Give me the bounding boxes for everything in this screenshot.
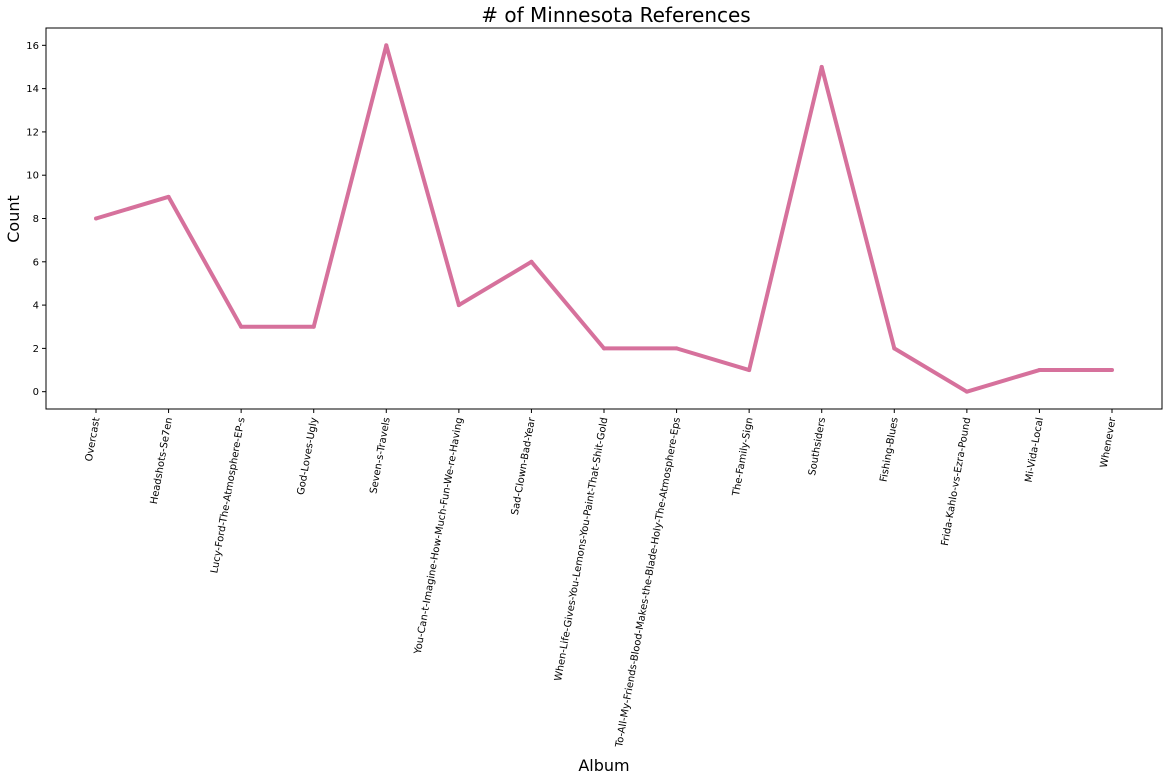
x-tick-label: Southsiders <box>807 417 828 477</box>
x-tick-label: Seven-s-Travels <box>368 417 392 495</box>
y-tick-label: 14 <box>26 84 39 95</box>
data-point <box>892 346 897 351</box>
x-tick-label: When-Life-Gives-You-Lemons-You-Paint-Tha… <box>553 417 610 682</box>
x-tick-label: The-Family-Sign <box>731 417 756 498</box>
y-tick-label: 4 <box>33 301 39 312</box>
y-tick-label: 8 <box>33 214 39 225</box>
x-tick-label: You-Can-t-Imagine-How-Much-Fun-We-re-Hav… <box>413 417 466 656</box>
x-tick-label: Headshots-Se7en <box>149 417 175 505</box>
x-axis-label: Album <box>578 756 629 775</box>
x-tick-label: God-Loves-Ugly <box>296 417 320 496</box>
data-point <box>94 216 98 221</box>
x-tick-label: Sad-Clown-Bad-Year <box>510 416 538 516</box>
x-tick-label: Whenever <box>1099 416 1119 469</box>
data-point <box>819 64 824 69</box>
data-point <box>384 43 389 48</box>
y-axis-label: Count <box>4 195 23 243</box>
data-point <box>456 303 461 308</box>
data-point <box>1037 368 1042 373</box>
data-point <box>1110 368 1114 373</box>
data-point <box>311 324 316 329</box>
x-tick-label: Overcast <box>84 417 103 463</box>
x-tick-label: To-All-My-Friends-Blood-Makes-the-Blade-… <box>614 417 683 749</box>
x-tick-label: Frida-Kahlo-vs-Ezra-Pound <box>940 417 973 547</box>
y-tick-label: 2 <box>33 344 39 355</box>
data-point <box>747 368 752 373</box>
y-tick-label: 12 <box>26 127 39 138</box>
data-point <box>674 346 679 351</box>
y-tick-label: 6 <box>33 257 39 268</box>
y-tick-label: 10 <box>26 171 39 182</box>
x-tick-label: Mi-Vida-Local <box>1024 417 1046 484</box>
data-point <box>529 259 534 264</box>
plot-area: 0 2 4 6 8 10 12 14 16 Overcast Headshots-Se7en Lucy… <box>26 27 1163 749</box>
x-tick-label: Lucy-Ford-The-Atmosphere-EP-s <box>209 417 247 575</box>
chart-title: # of Minnesota References <box>481 3 750 27</box>
data-point <box>602 346 606 351</box>
y-tick-label: 0 <box>33 387 39 398</box>
data-point <box>239 324 244 329</box>
series-line <box>95 43 1112 394</box>
data-point <box>166 194 171 199</box>
data-point <box>964 389 969 394</box>
x-tick-label: Fishing-Blues <box>879 417 901 483</box>
y-tick-label: 16 <box>26 41 39 52</box>
plot-frame <box>45 27 1163 410</box>
